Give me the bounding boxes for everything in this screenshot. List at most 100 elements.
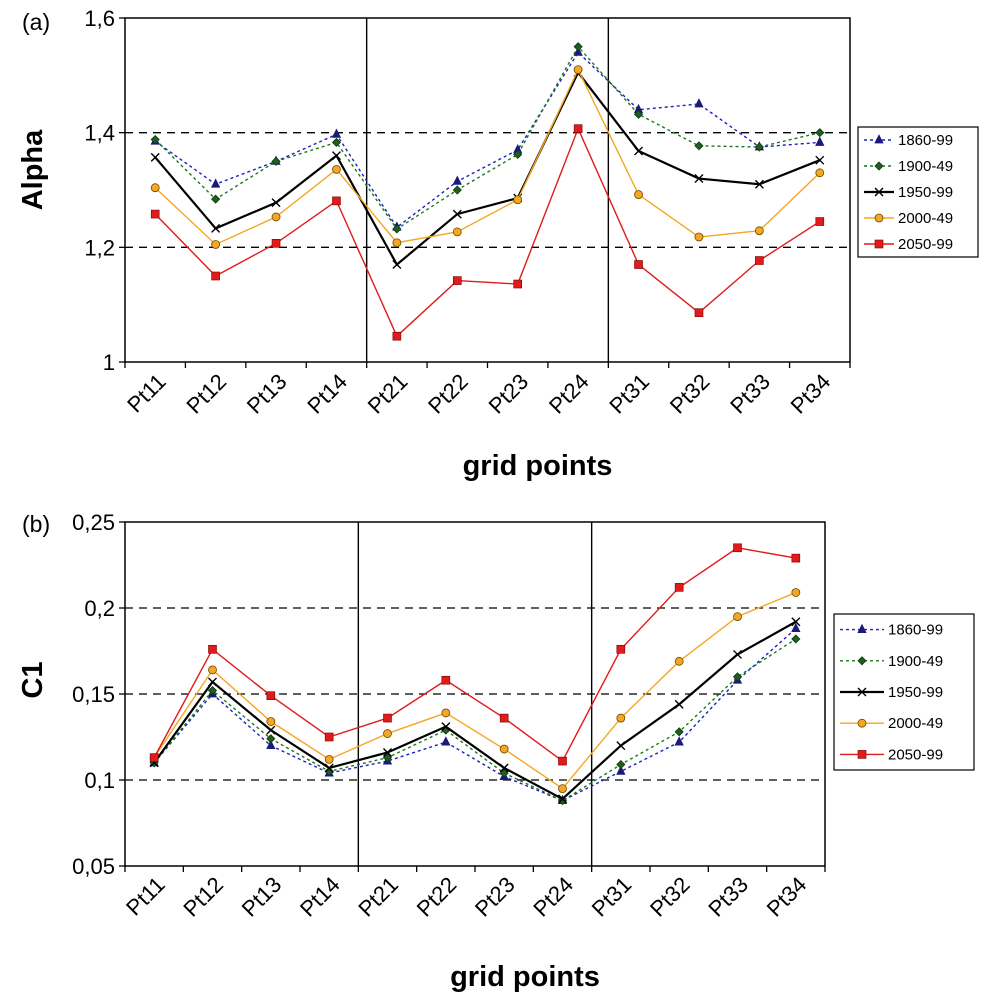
data-point (150, 152, 160, 162)
data-point (791, 588, 801, 597)
data-point (874, 239, 884, 249)
marker-stroke (271, 198, 281, 208)
data-point (266, 725, 276, 735)
data-point (513, 279, 523, 289)
series-line (153, 591, 797, 790)
y-tick-label: 1 (103, 350, 115, 375)
data-point (733, 612, 742, 621)
data-point (733, 649, 742, 659)
x-axis-label: grid points (450, 961, 600, 993)
data-point (558, 794, 567, 804)
data-point (694, 174, 704, 184)
data-point (513, 195, 523, 205)
data-point (383, 729, 392, 738)
marker-stroke (441, 722, 451, 732)
data-point (499, 768, 509, 778)
data-point (266, 717, 276, 726)
data-point (634, 190, 643, 199)
legend: 1860-99 1900-49 1950-99 2000-49 2050-99 (833, 613, 975, 771)
legend-label: 2050-99 (888, 746, 943, 763)
marker-stroke (331, 151, 341, 161)
x-tick-label: Pt34 (786, 369, 836, 419)
y-tick-label: 0,15 (72, 682, 115, 707)
marker-stroke (324, 763, 334, 773)
marker-stroke (674, 699, 684, 709)
series-line (154, 126, 821, 338)
x-tick-label: Pt14 (302, 369, 352, 419)
x-tick-label: Pt22 (423, 369, 473, 419)
legend-label: 1900-49 (888, 653, 943, 670)
data-point (441, 675, 451, 685)
data-point (383, 747, 392, 757)
x-tick-label: Pt24 (528, 872, 578, 922)
data-point (616, 644, 626, 654)
marker-stroke (791, 617, 801, 627)
data-point (150, 183, 160, 193)
data-point (694, 308, 704, 317)
data-point (441, 722, 451, 732)
legend-item: 1900-49 (864, 158, 953, 175)
x-tick-label: Pt21 (363, 369, 413, 419)
data-point (857, 718, 867, 728)
data-point (150, 134, 160, 145)
data-point (754, 179, 764, 189)
data-point (266, 734, 276, 744)
y-axis-label: Alpha (17, 129, 49, 210)
panel-label: (b) (22, 511, 50, 537)
data-point (211, 240, 221, 249)
x-tick-label: Pt24 (544, 369, 594, 419)
series-line (154, 51, 820, 229)
data-point (271, 156, 281, 166)
marker-stroke (383, 747, 392, 757)
data-point (271, 239, 281, 248)
data-point (324, 763, 334, 773)
x-tick-label: Pt31 (587, 872, 637, 922)
data-point (754, 142, 764, 152)
marker-stroke (815, 155, 825, 165)
data-point (332, 196, 341, 206)
data-point (616, 741, 626, 751)
y-tick-label: 0,25 (72, 510, 115, 535)
data-point (754, 226, 764, 236)
data-point (815, 168, 825, 178)
marker-stroke (211, 223, 221, 233)
data-point (732, 672, 743, 682)
data-point (674, 583, 684, 592)
legend-label: 1860-99 (888, 622, 943, 639)
data-point (874, 187, 884, 197)
data-point (857, 750, 867, 759)
series-line (154, 45, 820, 230)
legend-item: 1860-99 (840, 622, 943, 639)
marker-stroke (499, 763, 509, 773)
legend-item: 1950-99 (840, 684, 943, 701)
legend-item: 2050-99 (840, 746, 943, 763)
x-tick-label: Pt31 (604, 369, 654, 419)
data-point (674, 656, 684, 666)
data-point (392, 224, 402, 234)
x-tick-label: Pt32 (645, 872, 695, 922)
legend-label: 2000-49 (888, 715, 943, 732)
marker-stroke (616, 741, 626, 751)
data-point (573, 46, 583, 56)
x-tick-label: Pt32 (665, 369, 715, 419)
data-point (210, 178, 221, 188)
legend-label: 2000-49 (898, 210, 953, 227)
series-1860-99 (149, 622, 801, 805)
marker-stroke (150, 152, 160, 162)
data-point (208, 677, 217, 687)
data-point (499, 744, 509, 754)
data-point (208, 665, 217, 675)
data-point (266, 739, 276, 749)
legend-item: 1900-49 (840, 653, 943, 670)
data-point (815, 128, 825, 138)
legend-item: 2000-49 (840, 715, 943, 732)
data-point (634, 260, 643, 269)
data-point (573, 124, 583, 133)
x-axis-label: grid points (463, 450, 613, 482)
data-point (441, 736, 451, 746)
data-point (815, 217, 825, 226)
x-tick-label: Pt13 (237, 872, 287, 922)
legend-label: 1900-49 (898, 158, 953, 175)
y-tick-label: 0,2 (84, 596, 115, 621)
